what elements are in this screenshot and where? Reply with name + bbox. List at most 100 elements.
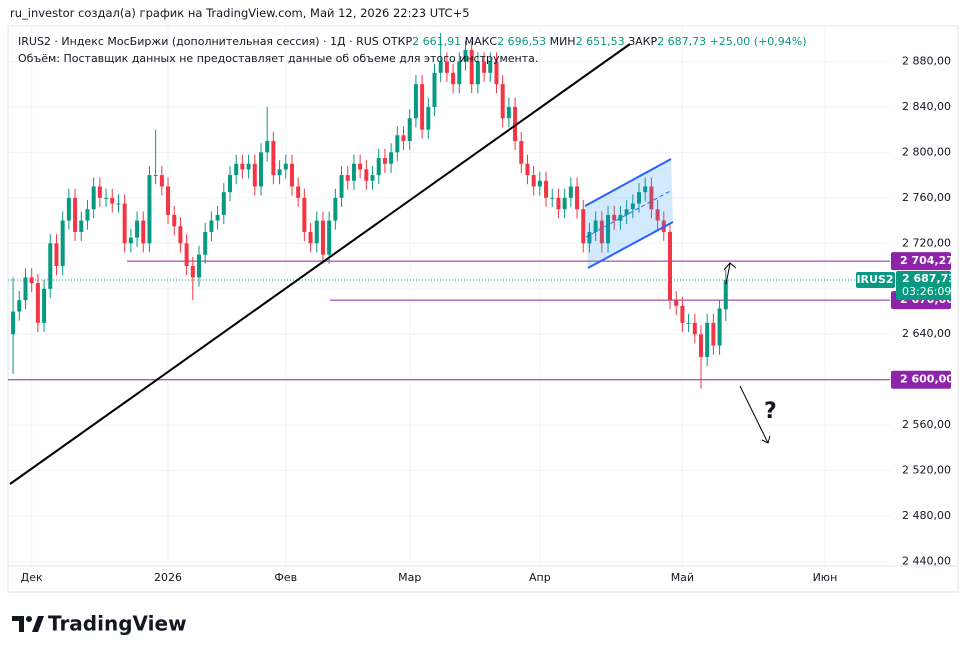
candle-body <box>23 277 28 301</box>
candle-body <box>426 106 431 130</box>
candle-body <box>289 163 294 187</box>
candle-body <box>537 180 542 187</box>
candle-body <box>705 322 710 357</box>
price-label-box <box>891 252 951 271</box>
candle-body <box>488 61 493 73</box>
candle-body <box>562 197 567 210</box>
tv-logo: TradingView <box>12 612 187 636</box>
candle-body <box>271 140 276 176</box>
y-tick-label: 2 560,00 <box>902 418 951 431</box>
candle-body <box>506 106 511 119</box>
candle-body <box>147 175 152 244</box>
candle-body <box>110 197 115 204</box>
candle-body <box>320 220 325 255</box>
drawings: ? <box>9 43 777 485</box>
candle-body <box>711 322 716 346</box>
candle-body <box>475 61 480 85</box>
candle-body <box>327 220 332 255</box>
candle-body <box>593 220 598 232</box>
arrow-up-head <box>723 262 737 271</box>
candle-body <box>302 197 307 232</box>
price-axis: 2 440,00 2 480,00 2 520,00 2 560,00 2 600,00… <box>856 54 956 568</box>
symbol-label: IRUS2 <box>856 273 893 286</box>
logo-mark <box>12 616 24 632</box>
marks <box>8 33 890 389</box>
candle-body <box>513 106 518 141</box>
ohlc-value: 2 687,73 <box>657 35 707 48</box>
candle-body <box>215 214 220 221</box>
channel-mid <box>585 189 673 238</box>
candle-body <box>358 163 363 170</box>
y-tick-label: 2 520,00 <box>902 464 951 477</box>
candle-body <box>630 203 635 210</box>
logo-text: TradingView <box>48 612 187 636</box>
chart-frame <box>7 25 959 593</box>
candle-body <box>370 175 375 181</box>
candle-body <box>17 300 22 312</box>
candle-body <box>228 175 232 193</box>
candle-body <box>339 175 344 198</box>
volume-note: Объём: Поставщик данных не предоставляет… <box>18 52 539 65</box>
ohlc-change: +25,00 (+0,94%) <box>709 35 807 48</box>
arrow-down-head <box>761 435 771 444</box>
candle-body <box>35 283 40 323</box>
logo-mark <box>32 616 44 632</box>
candle-body <box>568 186 573 198</box>
candle-body <box>104 197 109 199</box>
trend-line <box>9 43 631 485</box>
y-tick-label: 2 880,00 <box>902 54 951 67</box>
ohlc-value: 2 661,91 <box>412 35 462 48</box>
candle-body <box>463 50 468 62</box>
y-tick-label: 2 800,00 <box>902 145 951 158</box>
candle-body <box>469 50 474 85</box>
candle-body <box>680 305 685 323</box>
question-mark: ? <box>764 399 777 424</box>
candle-body <box>333 197 338 221</box>
candle-body <box>60 220 65 267</box>
candle-body <box>686 322 691 324</box>
candle-body <box>581 209 586 244</box>
candle-body <box>376 158 381 176</box>
candle-body <box>178 226 183 244</box>
candle-body <box>85 209 90 221</box>
candle-body <box>54 243 59 267</box>
last-price-box <box>896 270 951 300</box>
candle-body <box>432 72 437 107</box>
ohlc-label: ЗАКР <box>628 35 658 48</box>
price-label-box <box>891 370 951 389</box>
candle-body <box>643 186 648 193</box>
arrow-down <box>739 385 769 444</box>
candle-body <box>438 61 443 73</box>
candle-body <box>364 169 369 181</box>
candle-body <box>283 163 288 170</box>
candle-body <box>79 220 84 232</box>
candle-body <box>655 209 660 221</box>
candle-body <box>221 192 226 215</box>
x-tick-label: 2026 <box>154 571 182 584</box>
candle-body <box>11 311 16 335</box>
x-tick-label: Июн <box>813 571 838 584</box>
candle-body <box>587 231 592 244</box>
candle-body <box>723 279 728 310</box>
ohlc-value: 2 696,53 <box>497 35 547 48</box>
countdown: 03:26:09 <box>902 285 951 298</box>
legend-line: IRUS2 · Индекс МосБиржи (дополнительная … <box>18 35 807 48</box>
candle-body <box>66 197 71 221</box>
candle-body <box>190 266 195 278</box>
candle-body <box>116 203 121 205</box>
candle-body <box>413 84 418 119</box>
candle-body <box>531 175 536 187</box>
candle-body <box>382 158 387 164</box>
candle-body <box>308 231 313 244</box>
candle-body <box>649 186 654 210</box>
candle-body <box>717 308 722 346</box>
candle-body <box>500 84 505 119</box>
channel-bottom <box>587 221 674 269</box>
candle-body <box>519 140 524 164</box>
candle-body <box>172 214 177 227</box>
ohlc-label: МИН <box>549 35 576 48</box>
last-price-label: 2 687,73 <box>902 272 956 285</box>
candle-body <box>184 243 189 267</box>
